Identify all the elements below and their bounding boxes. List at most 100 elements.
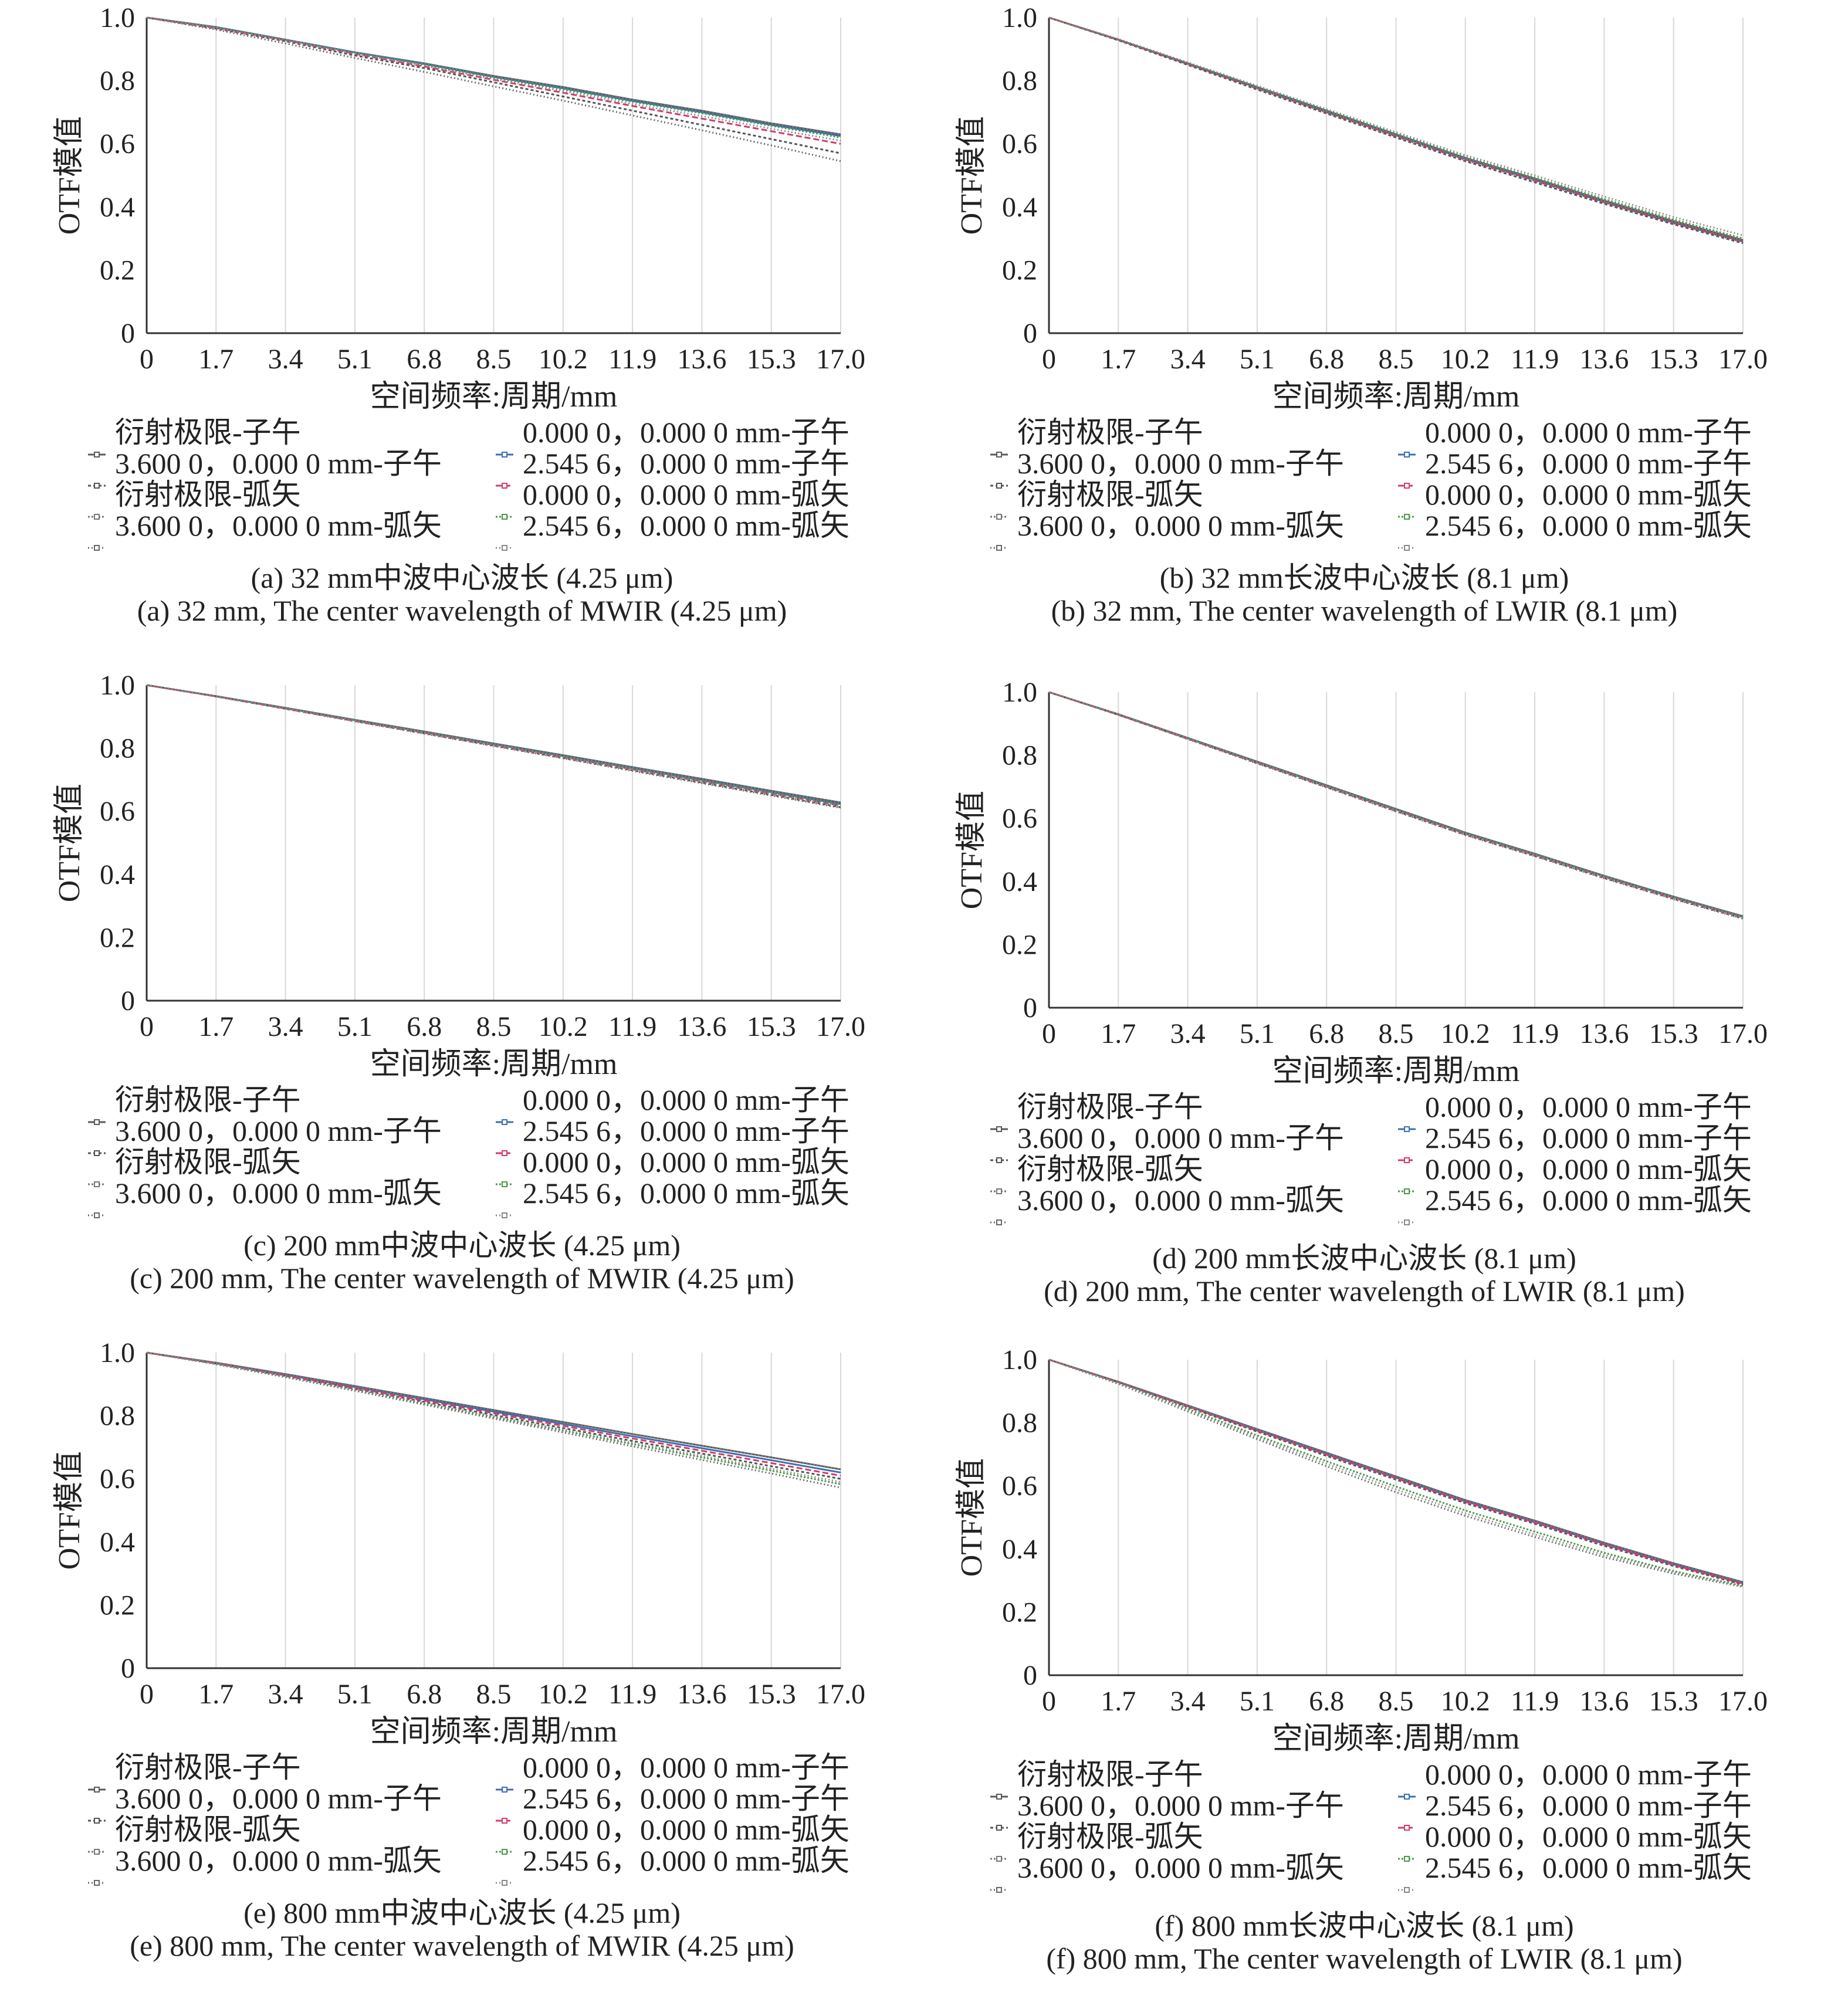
- legend-item: 2.545 6，0.000 0 mm-弧矢: [496, 1845, 849, 1886]
- legend-label: 衍射极限-弧矢: [1017, 1820, 1203, 1853]
- legend-item: 0.000 0，0.000 0 mm-子午: [496, 1751, 849, 1793]
- legend-item: 0.000 0，0.000 0 mm-子午: [496, 1084, 849, 1125]
- legend-label: 衍射极限-子午: [115, 416, 301, 449]
- legend-label: 衍射极限-子午: [1017, 416, 1203, 449]
- legend-label: 衍射极限-弧矢: [1017, 1153, 1203, 1185]
- y-tick-label: 0.4: [1002, 1534, 1037, 1565]
- series-line: [146, 684, 841, 808]
- y-tick-label: 0.8: [1002, 1408, 1037, 1439]
- legend-label: 2.545 6，0.000 0 mm-子午: [523, 1782, 849, 1815]
- x-axis-title: 空间频率:周期/mm: [1272, 380, 1520, 414]
- x-tick-label: 5.1: [1240, 1686, 1275, 1717]
- series-line: [1048, 691, 1744, 917]
- legend-item: 3.600 0，0.000 0 mm-子午: [990, 448, 1344, 489]
- y-tick-label: 0: [1023, 992, 1037, 1024]
- x-tick-label: 6.8: [407, 344, 442, 375]
- y-axis-title: OTF模值: [53, 116, 86, 235]
- legend-item: 3.600 0，0.000 0 mm-子午: [88, 448, 442, 489]
- x-axis-title: 空间频率:周期/mm: [1272, 1055, 1520, 1088]
- legend-marker-icon: [88, 1162, 106, 1187]
- x-tick-label: 6.8: [1309, 1686, 1344, 1717]
- y-axis-title: OTF模值: [955, 116, 989, 235]
- legend-label: 2.545 6，0.000 0 mm-子午: [1425, 447, 1752, 480]
- y-tick-label: 0.2: [1002, 255, 1037, 286]
- x-tick-label: 13.6: [677, 1679, 726, 1710]
- legend-marker-icon: [1398, 1200, 1416, 1225]
- legend-label: 3.600 0，0.000 0 mm-子午: [115, 1114, 442, 1147]
- x-tick-label: 0: [140, 344, 154, 375]
- legend-item: 0.000 0，0.000 0 mm-子午: [1398, 416, 1752, 458]
- x-tick-label: 10.2: [1441, 344, 1490, 375]
- legend-item: 衍射极限-子午: [88, 1084, 301, 1125]
- y-tick-label: 1.0: [100, 2, 135, 33]
- legend-label: 3.600 0，0.000 0 mm-弧矢: [115, 1177, 442, 1209]
- series-line: [1048, 1358, 1744, 1588]
- legend-marker-icon: [88, 494, 106, 520]
- legend-marker-icon: [990, 1169, 1008, 1194]
- x-tick-label: 3.4: [268, 344, 303, 375]
- legend-label: 2.545 6，0.000 0 mm-子午: [523, 1114, 849, 1147]
- x-tick-label: 8.5: [476, 1679, 512, 1710]
- x-tick-label: 0: [1042, 1686, 1056, 1717]
- otf-chart-2: 0 1.7 3.4 5.1 6.8 8.5 10.2 11.9 13.6 15.3 17.0 0 0.2…: [53, 670, 865, 1081]
- x-tick-label: 8.5: [476, 344, 512, 375]
- legend-item: 0.000 0，0.000 0 mm-子午: [496, 416, 849, 458]
- legend-label: 2.545 6，0.000 0 mm-弧矢: [1425, 1851, 1752, 1884]
- x-tick-label: 6.8: [407, 1011, 442, 1042]
- x-tick-label: 5.1: [337, 1679, 373, 1710]
- x-tick-label: 11.9: [608, 1011, 656, 1042]
- legend-item: 2.545 6，0.000 0 mm-弧矢: [1398, 1184, 1752, 1225]
- legend-label: 3.600 0，0.000 0 mm-子午: [1017, 1789, 1344, 1822]
- legend-label: 0.000 0，0.000 0 mm-子午: [1425, 1090, 1752, 1123]
- legend-label: 衍射极限-弧矢: [115, 1813, 301, 1846]
- x-tick-label: 15.3: [747, 344, 796, 375]
- x-tick-label: 8.5: [476, 1011, 512, 1042]
- legend-label: 2.545 6，0.000 0 mm-子午: [1425, 1122, 1752, 1154]
- x-tick-label: 15.3: [747, 1679, 796, 1710]
- legend-item: 衍射极限-弧矢: [990, 1820, 1203, 1862]
- x-tick-label: 17.0: [1718, 1686, 1768, 1717]
- legend-item: 0.000 0，0.000 0 mm-子午: [1398, 1090, 1752, 1132]
- caption-cn: (e) 800 mm中波中心波长 (4.25 μm): [243, 1896, 681, 1929]
- legend-item: 2.545 6，0.000 0 mm-弧矢: [496, 509, 849, 551]
- otf-chart-4: 0 1.7 3.4 5.1 6.8 8.5 10.2 11.9 13.6 15.3 17.0 0 0.2…: [53, 1337, 865, 1749]
- x-tick-label: 8.5: [1379, 1686, 1414, 1717]
- x-tick-label: 1.7: [1101, 1686, 1136, 1717]
- legend-marker-icon: [496, 1100, 513, 1125]
- legend-label: 0.000 0，0.000 0 mm-弧矢: [523, 1146, 849, 1178]
- x-tick-label: 5.1: [1240, 1018, 1275, 1049]
- x-tick-label: 5.1: [337, 1011, 373, 1042]
- legend-item: 衍射极限-子午: [990, 1759, 1203, 1800]
- legend-item: 2.545 6，0.000 0 mm-子午: [1398, 1122, 1752, 1163]
- y-tick-label: 0.4: [100, 859, 135, 890]
- legend-label: 3.600 0，0.000 0 mm-弧矢: [115, 509, 442, 542]
- y-tick-label: 0: [121, 985, 135, 1017]
- y-tick-label: 0.8: [1002, 740, 1037, 771]
- legend-item: 3.600 0，0.000 0 mm-子午: [88, 1114, 442, 1156]
- x-axis-title: 空间频率:周期/mm: [370, 1048, 618, 1081]
- series-line: [146, 1351, 841, 1471]
- x-tick-label: 15.3: [747, 1011, 796, 1042]
- legend-marker-icon: [496, 526, 513, 551]
- x-tick-label: 15.3: [1649, 344, 1698, 375]
- x-tick-label: 13.6: [677, 344, 726, 375]
- chart-panel-5: 0 1.7 3.4 5.1 6.8 8.5 10.2 11.9 13.6 15.3 17.0 0 0.2…: [902, 1342, 1826, 1999]
- legend-item: 3.600 0，0.000 0 mm-弧矢: [88, 509, 442, 551]
- legend-item: 3.600 0，0.000 0 mm-弧矢: [990, 510, 1344, 551]
- chart-panel-2: 0 1.7 3.4 5.1 6.8 8.5 10.2 11.9 13.6 15.3 17.0 0 0.2…: [0, 668, 924, 1324]
- legend-item: 3.600 0，0.000 0 mm-子午: [88, 1782, 442, 1824]
- y-tick-label: 0.8: [100, 66, 135, 97]
- legend-label: 衍射极限-弧矢: [115, 478, 301, 511]
- legend-label: 衍射极限-弧矢: [1017, 478, 1203, 511]
- x-tick-label: 0: [140, 1011, 154, 1042]
- legend-item: 2.545 6，0.000 0 mm-子午: [496, 1114, 849, 1156]
- y-tick-label: 0: [121, 1653, 135, 1684]
- caption-en: (d) 200 mm, The center wavelength of LWI…: [1044, 1275, 1685, 1307]
- legend-marker-icon: [1398, 1837, 1416, 1862]
- legend-marker-icon: [496, 432, 513, 458]
- legend-item: 衍射极限-子午: [990, 1091, 1203, 1132]
- legend-label: 2.545 6，0.000 0 mm-弧矢: [523, 509, 849, 542]
- legend-marker-icon: [88, 1767, 106, 1793]
- x-tick-label: 8.5: [1379, 344, 1414, 375]
- legend-label: 3.600 0，0.000 0 mm-子午: [115, 1782, 442, 1815]
